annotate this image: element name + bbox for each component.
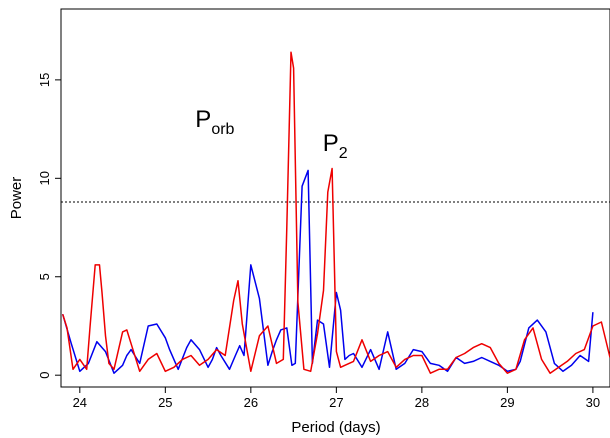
y-axis: 0 5 10 15 (37, 73, 61, 379)
y-tick-label: 15 (37, 73, 52, 87)
y-tick-label: 10 (37, 171, 52, 185)
plot-frame (60, 8, 610, 388)
x-tick-label: 27 (329, 395, 343, 410)
x-axis: 24 25 26 27 28 29 30 (73, 387, 600, 410)
series-layer (61, 51, 610, 374)
y-tick-label: 5 (37, 273, 52, 280)
y-axis-label: Power (8, 177, 25, 220)
x-axis-label: Period (days) (291, 419, 380, 436)
annotation-p2: P2 (323, 130, 348, 162)
annotation-porb: Porb (195, 106, 234, 138)
x-tick-label: 30 (586, 395, 600, 410)
annotation-p2-base: P (323, 130, 339, 157)
x-tick-label: 29 (500, 395, 514, 410)
series-line-0 (61, 169, 594, 374)
y-tick-label: 0 (37, 372, 52, 379)
x-tick-label: 26 (244, 395, 258, 410)
annotation-porb-base: P (195, 106, 211, 133)
annotation-p2-sub: 2 (339, 145, 348, 162)
annotation-porb-sub: orb (211, 121, 234, 138)
series-line-1 (61, 51, 610, 374)
x-tick-label: 24 (73, 395, 87, 410)
x-tick-label: 28 (415, 395, 429, 410)
x-tick-label: 25 (158, 395, 172, 410)
